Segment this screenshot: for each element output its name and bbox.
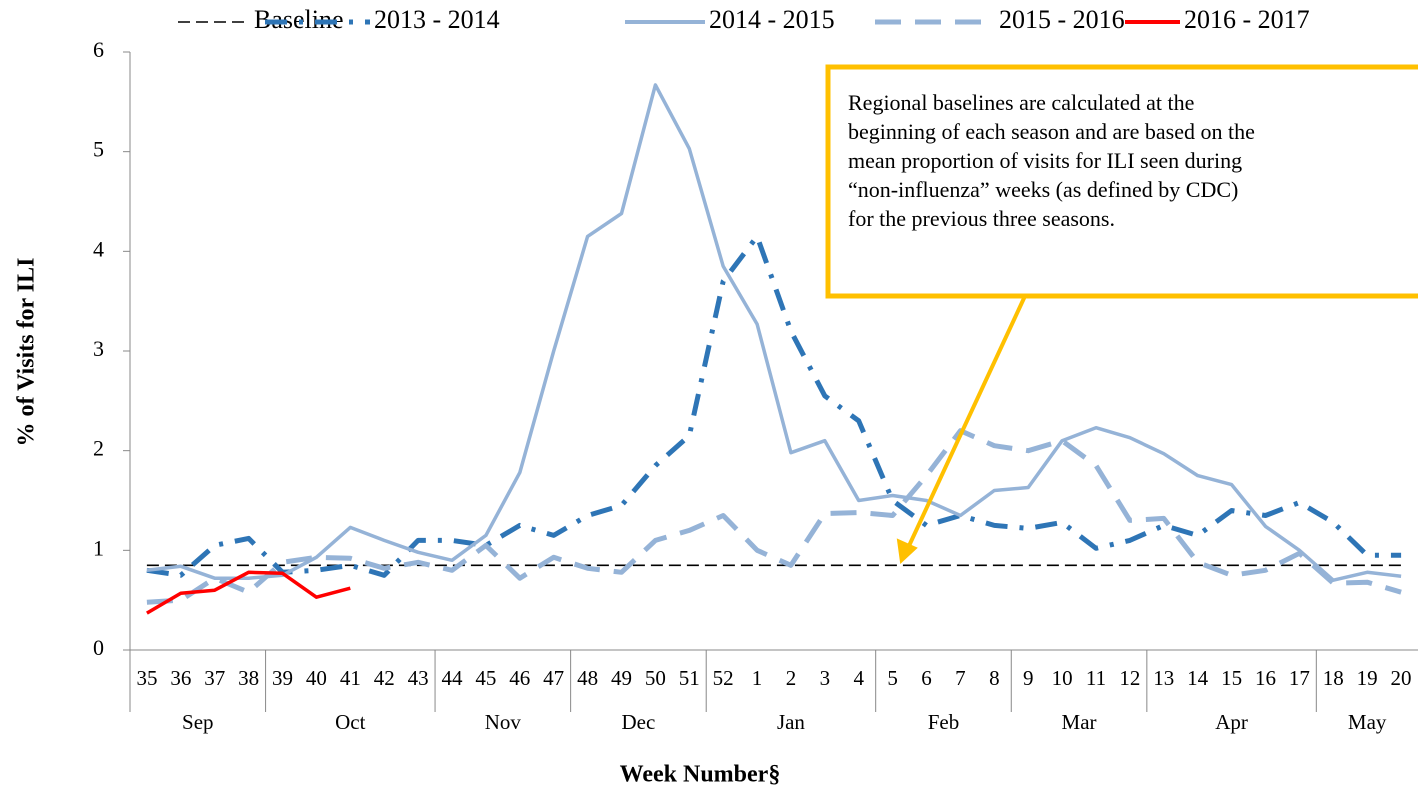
x-tick-label: 18: [1323, 666, 1344, 690]
x-axis-title: Week Number§: [620, 762, 781, 788]
legend-label: 2014 - 2015: [709, 5, 835, 34]
x-tick-label: 41: [340, 666, 361, 690]
annotation-text: for the previous three seasons.: [848, 206, 1115, 231]
x-tick-label: 3: [820, 666, 831, 690]
x-tick-label: 15: [1221, 666, 1242, 690]
annotation-arrow: [906, 295, 1027, 549]
x-tick-label: 44: [442, 666, 464, 690]
x-group-label: Apr: [1215, 710, 1248, 734]
y-axis-title: % of Visits for ILI: [14, 258, 40, 447]
y-tick-label: 2: [93, 436, 104, 461]
series-line: [146, 428, 1402, 605]
x-tick-label: 47: [543, 666, 564, 690]
x-tick-label: 7: [955, 666, 966, 690]
x-group-label: Dec: [622, 710, 656, 734]
x-group-label: Sep: [182, 710, 214, 734]
x-group-label: Oct: [335, 710, 365, 734]
x-tick-label: 42: [374, 666, 395, 690]
x-tick-label: 35: [136, 666, 157, 690]
y-tick-label: 4: [93, 236, 104, 261]
x-tick-label: 11: [1086, 666, 1106, 690]
annotation-text: Regional baselines are calculated at the: [848, 90, 1194, 115]
x-tick-label: 51: [679, 666, 700, 690]
series-line: [146, 570, 351, 615]
x-tick-label: 12: [1119, 666, 1140, 690]
series-line: [146, 83, 1402, 582]
x-tick-label: 52: [713, 666, 734, 690]
x-tick-label: 9: [1023, 666, 1034, 690]
y-tick-label: 6: [93, 37, 104, 62]
x-tick-label: 19: [1357, 666, 1378, 690]
y-tick-label: 5: [93, 137, 104, 162]
annotation-text: mean proportion of visits for ILI seen d…: [848, 148, 1242, 173]
series-line: [146, 233, 1402, 578]
x-tick-label: 50: [645, 666, 666, 690]
x-tick-label: 2: [786, 666, 797, 690]
annotation-text: beginning of each season and are based o…: [848, 119, 1255, 144]
x-tick-label: 5: [887, 666, 898, 690]
x-tick-label: 8: [989, 666, 1000, 690]
x-tick-label: 17: [1289, 666, 1310, 690]
x-tick-label: 46: [509, 666, 530, 690]
legend-label: Baseline: [254, 5, 344, 34]
x-group-label: Jan: [777, 710, 805, 734]
x-tick-label: 14: [1187, 666, 1209, 690]
x-tick-label: 38: [238, 666, 259, 690]
annotation-box: [825, 64, 1418, 299]
x-tick-label: 48: [577, 666, 598, 690]
x-tick-label: 39: [272, 666, 293, 690]
annotation-text: “non-influenza” weeks (as defined by CDC…: [848, 177, 1238, 202]
x-tick-label: 1: [752, 666, 763, 690]
x-tick-label: 20: [1391, 666, 1412, 690]
x-group-label: Feb: [928, 710, 960, 734]
x-tick-label: 10: [1052, 666, 1073, 690]
x-tick-label: 13: [1153, 666, 1174, 690]
x-tick-label: 45: [475, 666, 496, 690]
annotation-arrowhead: [896, 538, 918, 565]
x-group-label: Mar: [1062, 710, 1097, 734]
x-group-label: Nov: [485, 710, 522, 734]
x-tick-label: 37: [204, 666, 225, 690]
x-tick-label: 4: [853, 666, 864, 690]
x-tick-label: 16: [1255, 666, 1276, 690]
x-tick-label: 36: [170, 666, 191, 690]
x-tick-label: 43: [408, 666, 429, 690]
y-tick-label: 0: [93, 635, 104, 660]
x-tick-label: 6: [921, 666, 932, 690]
y-tick-label: 1: [93, 535, 104, 560]
legend-label: 2013 - 2014: [374, 5, 500, 34]
x-group-label: May: [1348, 710, 1387, 734]
x-tick-label: 49: [611, 666, 632, 690]
x-tick-label: 40: [306, 666, 327, 690]
legend-label: 2015 - 2016: [999, 5, 1125, 34]
legend-label: 2016 - 2017: [1184, 5, 1310, 34]
y-tick-label: 3: [93, 336, 104, 361]
